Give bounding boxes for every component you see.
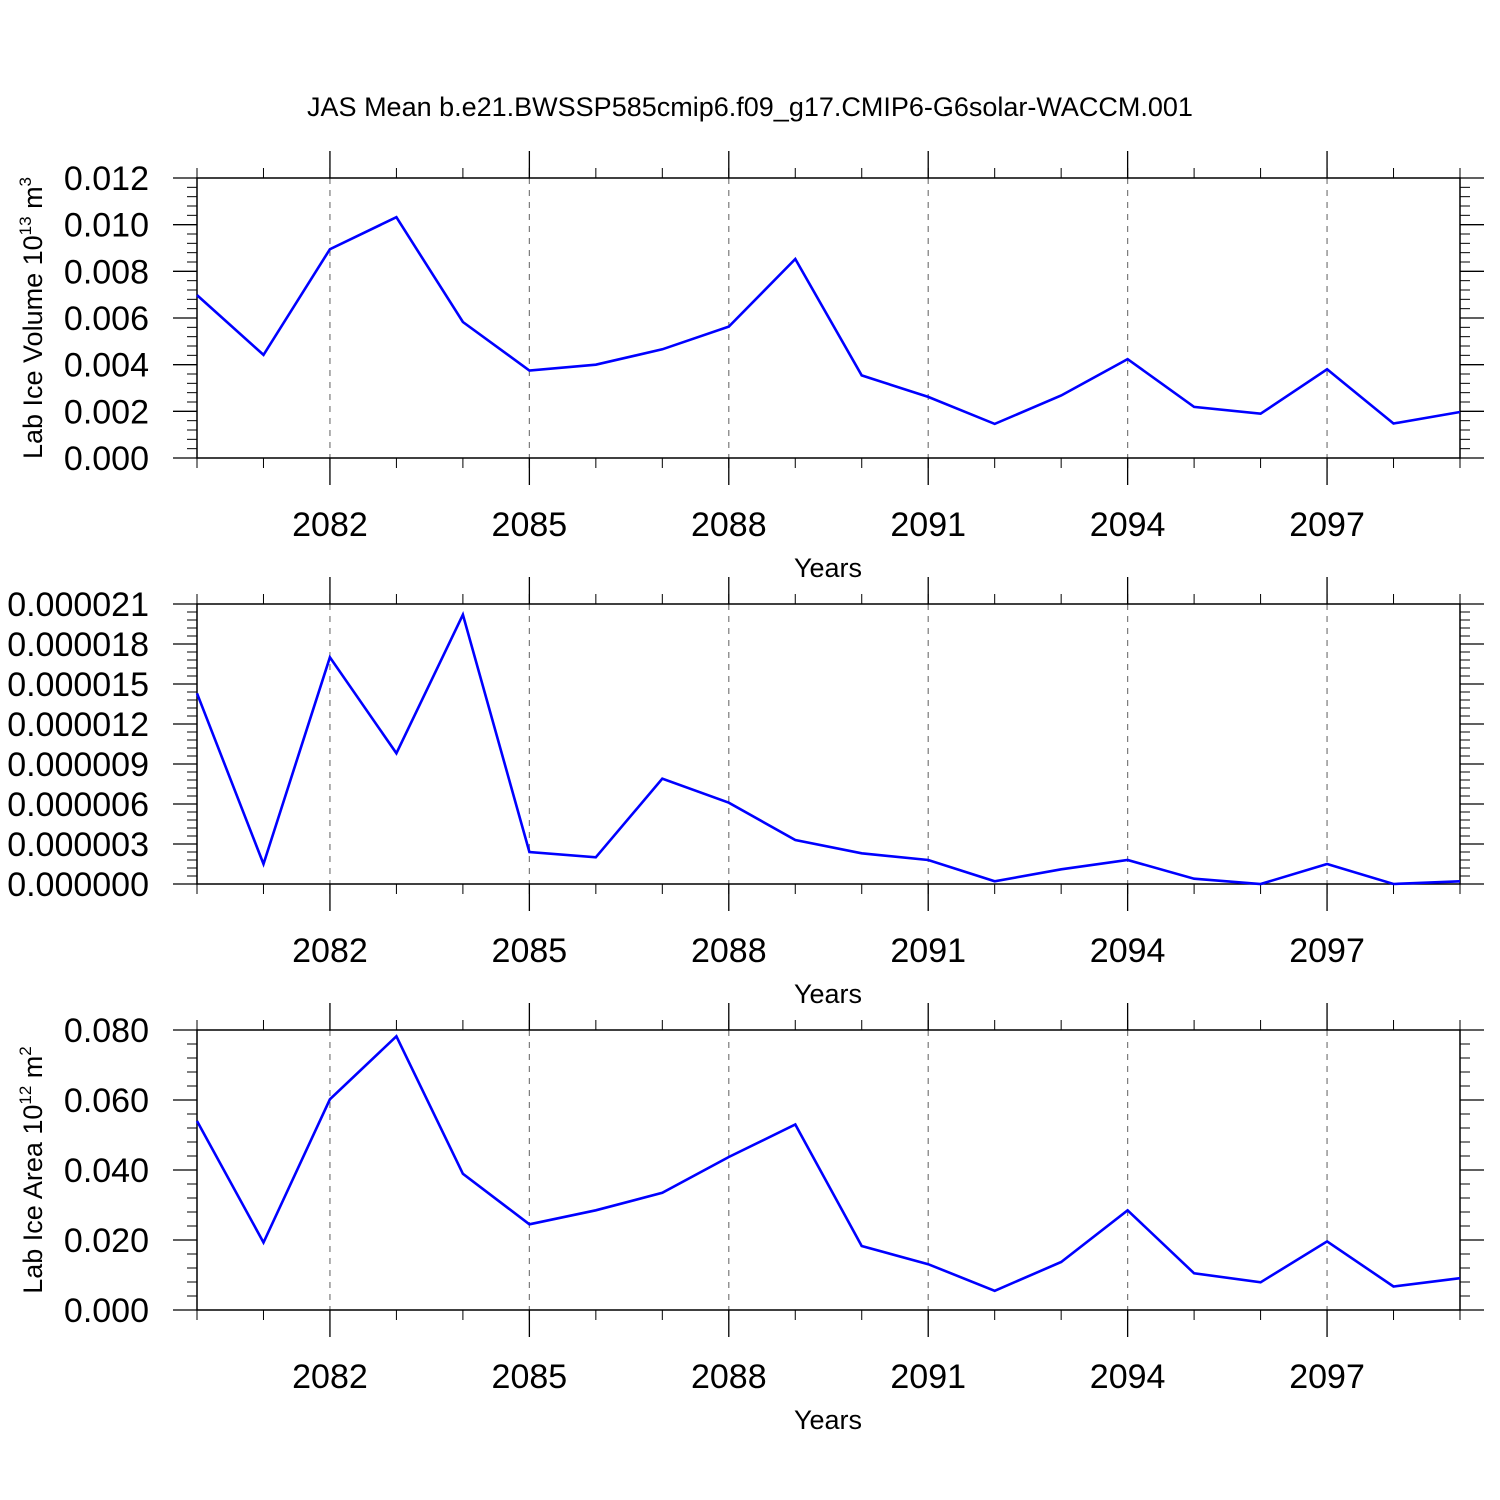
panel-0-y-tick-label-5: 0.010 [64, 207, 149, 245]
panel-0-y-tick-label-6: 0.012 [64, 160, 149, 198]
panel-1-y-tick-label-0: 0.000000 [7, 866, 149, 904]
panel-0-x-tick-label-0: 2082 [292, 506, 368, 544]
panel-2-x-tick-label-3: 2091 [890, 1358, 966, 1396]
panel-0-y-tick-label-3: 0.006 [64, 300, 149, 338]
panel-0-y-tick-label-4: 0.008 [64, 253, 149, 291]
panel-1-x-tick-label-4: 2094 [1090, 932, 1166, 970]
panel-2-y-tick-label-4: 0.080 [64, 1012, 149, 1050]
panel-0-xlabel: Years [794, 553, 862, 583]
panel-0-x-tick-label-4: 2094 [1090, 506, 1166, 544]
panel-0-frame [196, 177, 1461, 459]
panel-0-series-line [196, 215, 1461, 426]
panel-ice-area: Lab Ice Area 1012 m2 Years 2082 2085 2088 2… [16, 1003, 1484, 1435]
panel-0-y-tick-label-1: 0.002 [64, 393, 149, 431]
panel-2-xlabel: Years [794, 1405, 862, 1435]
panel-0-x-tick-label-5: 2097 [1289, 506, 1365, 544]
panel-0-y-tick-label-2: 0.004 [64, 347, 149, 385]
panel-2-frame [196, 1029, 1461, 1311]
panel-1-y-tick-label-6: 0.000018 [7, 626, 149, 664]
panel-1-y-tick-label-5: 0.000015 [7, 666, 149, 704]
panel-2-x-tick-label-0: 2082 [292, 1358, 368, 1396]
panel-2-ylabel: Lab Ice Area 1012 m2 [16, 1046, 48, 1294]
panel-2-series-line [195, 1034, 1461, 1293]
figure-title: JAS Mean b.e21.BWSSP585cmip6.f09_g17.CMI… [307, 92, 1193, 122]
panel-1-y-tick-label-1: 0.000003 [7, 826, 149, 864]
panel-1-x-tick-label-1: 2085 [492, 932, 568, 970]
panel-0-ylabel: Lab Ice Volume 1013 m3 [16, 177, 48, 459]
panel-middle: Years 2082 2085 2088 2091 2094 20970.0000000.… [7, 577, 1484, 1009]
panel-1-x-tick-label-2: 2088 [691, 932, 767, 970]
panel-1-frame [196, 603, 1461, 885]
panel-2-x-tick-label-1: 2085 [492, 1358, 568, 1396]
panel-1-xlabel: Years [794, 979, 862, 1009]
panel-2-y-tick-label-3: 0.060 [64, 1082, 149, 1120]
panel-1-x-tick-label-0: 2082 [292, 932, 368, 970]
panel-1-y-tick-label-2: 0.000006 [7, 786, 149, 824]
panel-1-y-tick-label-7: 0.000021 [7, 586, 149, 624]
panel-1-x-tick-label-3: 2091 [890, 932, 966, 970]
panel-0-x-tick-label-3: 2091 [890, 506, 966, 544]
panel-2-x-tick-label-2: 2088 [691, 1358, 767, 1396]
panel-0-x-tick-label-1: 2085 [492, 506, 568, 544]
panel-2-x-tick-label-5: 2097 [1289, 1358, 1365, 1396]
panel-1-y-tick-label-4: 0.000012 [7, 706, 149, 744]
panel-2-y-tick-label-2: 0.040 [64, 1152, 149, 1190]
panel-2-y-tick-label-1: 0.020 [64, 1222, 149, 1260]
panel-1-series-line [195, 611, 1461, 886]
panel-1-y-tick-label-3: 0.000009 [7, 746, 149, 784]
panel-0-x-tick-label-2: 2088 [691, 506, 767, 544]
panel-ice-volume: Lab Ice Volume 1013 m3 Years 2082 2085 208… [16, 151, 1484, 583]
panel-2-y-tick-label-0: 0.000 [64, 1292, 149, 1330]
panel-1-x-tick-label-5: 2097 [1289, 932, 1365, 970]
panel-2-x-tick-label-4: 2094 [1090, 1358, 1166, 1396]
panel-0-y-tick-label-0: 0.000 [64, 440, 149, 478]
